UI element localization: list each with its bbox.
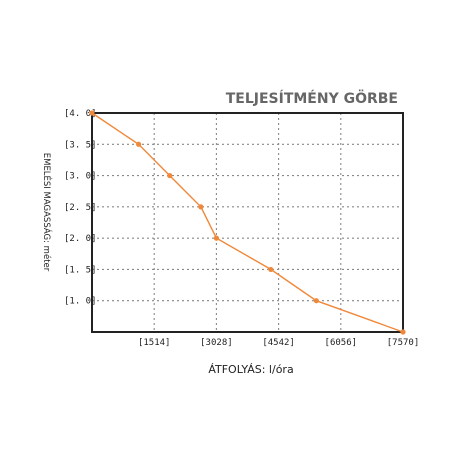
- y-tick-label: [1. 0]: [64, 297, 97, 307]
- data-point: [400, 329, 406, 335]
- y-tick-label: [1. 5]: [64, 265, 97, 275]
- data-point: [198, 204, 204, 210]
- x-tick-label: [3028]: [200, 338, 233, 348]
- data-point: [89, 110, 95, 116]
- data-points: [89, 110, 406, 335]
- chart-title: TELJESÍTMÉNY GÖRBE: [226, 89, 398, 107]
- y-tick-labels: [4. 0] [3. 5] [3. 0] [2. 5] [2. 0] [1. 5] [1. …: [64, 109, 97, 307]
- y-tick-label: [2. 5]: [64, 203, 97, 213]
- x-tick-labels: [1514] [3028] [4542] [6056] [7570]: [138, 338, 419, 348]
- y-tick-label: [4. 0]: [64, 109, 97, 119]
- data-point: [313, 298, 319, 304]
- x-tick-label: [4542]: [262, 338, 295, 348]
- y-tick-label: [3. 0]: [64, 172, 97, 182]
- y-axis-label: EMELÉSI MAGASSÁG: méter: [41, 153, 53, 272]
- x-tick-label: [7570]: [387, 338, 420, 348]
- series-line: [91, 112, 404, 333]
- data-point: [167, 172, 173, 179]
- data-point: [213, 235, 219, 241]
- x-tick-label: [6056]: [325, 338, 358, 348]
- data-point: [268, 266, 274, 273]
- y-tick-label: [2. 0]: [64, 234, 97, 244]
- x-tick-label: [1514]: [138, 338, 171, 348]
- y-tick-label: [3. 5]: [64, 140, 97, 150]
- grid: [92, 113, 403, 332]
- x-axis-label: ÁTFOLYÁS: l/óra: [208, 363, 293, 376]
- plot-frame: [91, 112, 404, 333]
- data-point: [136, 141, 142, 147]
